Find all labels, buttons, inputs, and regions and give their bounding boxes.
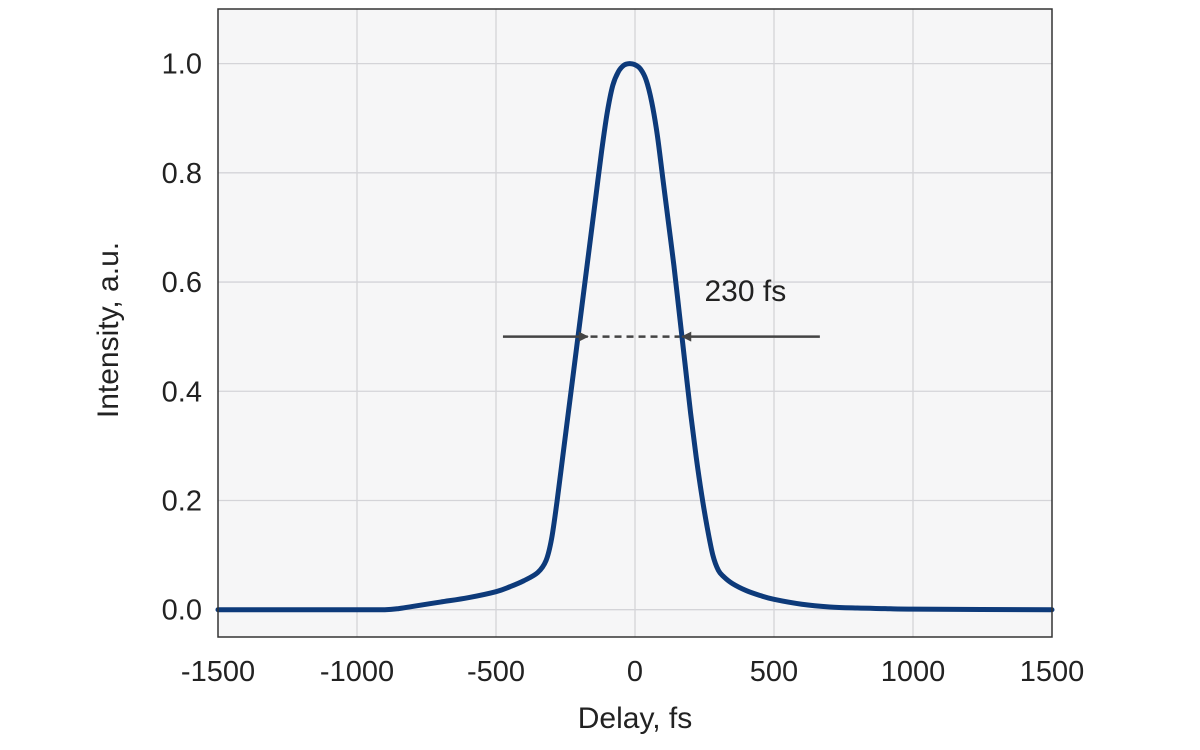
x-axis-ticks: -1500 -1000 -500 0 500 1000 1500 bbox=[181, 656, 1084, 688]
y-tick-label: 0.8 bbox=[162, 158, 202, 190]
x-tick-label: -1500 bbox=[181, 656, 255, 688]
y-tick-label: 0.2 bbox=[162, 485, 202, 517]
x-tick-label: 1500 bbox=[1020, 656, 1085, 688]
y-tick-label: 0.4 bbox=[162, 376, 202, 408]
fwhm-label: 230 fs bbox=[705, 275, 787, 308]
series-group bbox=[215, 61, 1055, 613]
x-axis-label: Delay, fs bbox=[578, 702, 692, 735]
annotation-group: 230 fs bbox=[502, 275, 820, 342]
y-axis-label: Intensity, a.u. bbox=[92, 242, 125, 418]
y-tick-label: 0.0 bbox=[162, 595, 202, 627]
y-tick-label: 1.0 bbox=[162, 49, 202, 81]
x-tick-label: 0 bbox=[627, 656, 643, 688]
y-axis-ticks: 0.0 0.2 0.4 0.6 0.8 1.0 bbox=[162, 49, 202, 627]
series-line-0 bbox=[215, 61, 1055, 613]
x-tick-label: -500 bbox=[467, 656, 525, 688]
y-tick-label: 0.6 bbox=[162, 267, 202, 299]
x-tick-label: 500 bbox=[750, 656, 798, 688]
plot-frame bbox=[217, 8, 1053, 638]
x-tick-label: 1000 bbox=[881, 656, 946, 688]
x-tick-label: -1000 bbox=[320, 656, 394, 688]
